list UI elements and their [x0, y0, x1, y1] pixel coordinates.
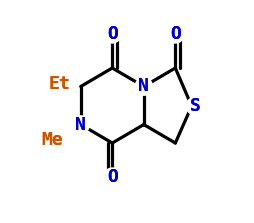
- Text: O: O: [106, 168, 117, 186]
- Text: N: N: [75, 116, 86, 134]
- Text: O: O: [106, 168, 117, 186]
- Text: N: N: [138, 78, 149, 95]
- Text: S: S: [189, 97, 200, 115]
- Circle shape: [72, 116, 89, 133]
- Text: N: N: [75, 116, 86, 134]
- Circle shape: [135, 78, 152, 95]
- Text: S: S: [189, 97, 200, 115]
- Text: Et: Et: [48, 75, 70, 93]
- Text: Me: Me: [41, 131, 63, 149]
- Circle shape: [185, 97, 203, 115]
- Text: O: O: [169, 25, 180, 43]
- Text: N: N: [138, 78, 149, 95]
- Text: O: O: [106, 25, 117, 43]
- Text: O: O: [106, 25, 117, 43]
- Text: Me: Me: [41, 131, 63, 149]
- Circle shape: [103, 26, 120, 43]
- Circle shape: [103, 168, 120, 186]
- Text: O: O: [169, 25, 180, 43]
- Text: Et: Et: [48, 75, 70, 93]
- Circle shape: [166, 26, 183, 43]
